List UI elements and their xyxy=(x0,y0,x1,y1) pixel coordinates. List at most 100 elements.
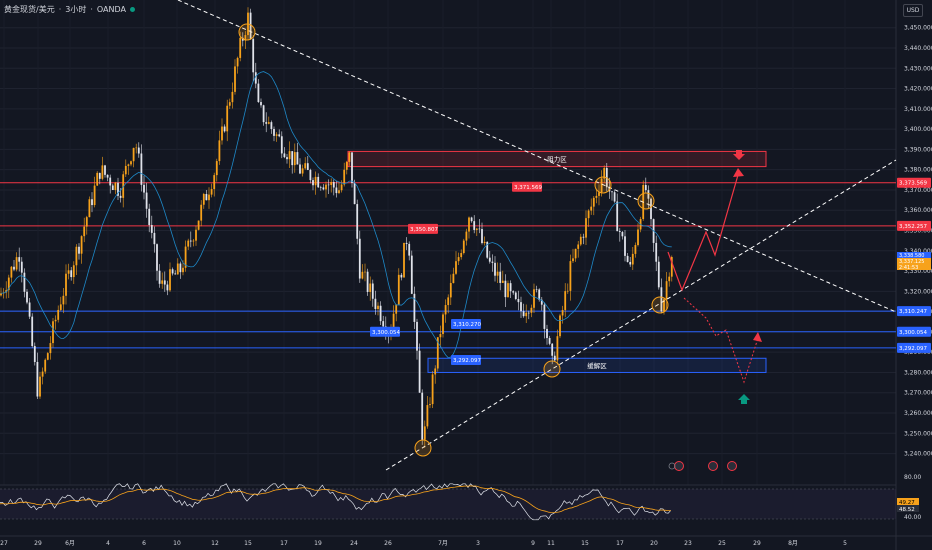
current-price-text: 2:41:53 xyxy=(899,265,918,271)
candle xyxy=(418,343,421,393)
candle-body xyxy=(59,304,62,310)
candle-body xyxy=(507,283,509,298)
candle-body xyxy=(13,266,15,270)
candle xyxy=(559,313,561,339)
candle xyxy=(338,181,340,195)
candle-body xyxy=(657,261,660,288)
candle xyxy=(91,192,93,213)
candle xyxy=(527,310,530,320)
candle-body xyxy=(174,273,177,275)
candle-body xyxy=(486,241,489,258)
y-tick-label: 3,430.000 xyxy=(904,65,932,72)
x-tick-label: 10 xyxy=(173,540,181,547)
candle-body xyxy=(514,292,517,300)
candle xyxy=(457,252,460,266)
candle xyxy=(174,270,177,275)
candle xyxy=(106,174,109,182)
candle xyxy=(93,176,96,208)
candle-body xyxy=(210,189,213,195)
candle-body xyxy=(626,255,629,262)
moving-average-line xyxy=(0,71,672,359)
candle-body xyxy=(278,134,281,137)
candle-body xyxy=(512,291,515,293)
candle-body xyxy=(119,195,122,198)
candle xyxy=(533,283,535,313)
candle-body xyxy=(348,152,351,162)
candle xyxy=(332,179,335,196)
candle-body xyxy=(267,122,270,124)
candle-body xyxy=(564,291,567,311)
x-tick-label: 3 xyxy=(476,540,480,547)
candle-body xyxy=(434,368,437,375)
candle xyxy=(668,272,671,287)
candle xyxy=(621,231,624,240)
candle xyxy=(369,276,372,301)
candle xyxy=(132,147,135,168)
candle xyxy=(59,296,62,312)
candle-body xyxy=(202,193,205,205)
candle-body xyxy=(358,238,361,279)
candle-body xyxy=(145,192,148,209)
candle xyxy=(171,267,174,276)
arrow-up-icon xyxy=(738,394,750,404)
candle xyxy=(28,297,31,320)
source-label: OANDA xyxy=(96,5,126,14)
candle xyxy=(540,297,543,311)
axis-price-label: 3,300.054 xyxy=(899,330,927,336)
candle xyxy=(291,151,294,174)
current-price-tag xyxy=(897,258,931,264)
candle xyxy=(36,352,39,399)
candle-body xyxy=(527,312,530,314)
candle-body xyxy=(332,181,335,188)
candle xyxy=(335,181,338,198)
candle-body xyxy=(36,361,39,397)
candle-body xyxy=(192,240,195,242)
candle-body xyxy=(366,271,369,292)
candle-body xyxy=(150,225,153,233)
candle-body xyxy=(338,190,340,194)
candle xyxy=(530,304,533,318)
candle xyxy=(637,223,639,247)
y-tick-label: 3,370.000 xyxy=(904,187,932,194)
candle xyxy=(595,188,598,204)
candle-body xyxy=(475,228,478,230)
candle xyxy=(85,215,88,235)
x-tick-label: 23 xyxy=(684,540,692,547)
candle xyxy=(135,143,138,154)
candle-body xyxy=(124,165,127,175)
candle-body xyxy=(553,355,556,361)
descending-trendline xyxy=(177,0,897,313)
currency-button[interactable]: USD xyxy=(903,4,923,17)
candle-body xyxy=(101,165,104,179)
candle xyxy=(231,82,234,109)
support-zone xyxy=(427,357,767,373)
candle xyxy=(465,228,468,246)
candle-body xyxy=(473,221,476,230)
candle xyxy=(512,290,515,295)
candle xyxy=(67,263,70,280)
candle xyxy=(488,251,491,264)
candle-body xyxy=(509,283,512,292)
rsi-line xyxy=(0,483,672,521)
candle-body xyxy=(634,245,637,254)
axis-price-tag xyxy=(897,342,931,353)
y-tick-label: 3,340.000 xyxy=(904,248,932,255)
candle xyxy=(306,156,309,171)
ascending-trendline xyxy=(385,159,897,471)
candle xyxy=(317,173,320,189)
candle-body xyxy=(618,231,621,233)
candle xyxy=(644,177,647,193)
y-tick-label: 3,280.000 xyxy=(904,369,932,376)
rsi-band xyxy=(0,489,896,519)
candle-body xyxy=(109,177,112,186)
candle-body xyxy=(249,12,252,40)
price-label-text: 3,300.054 xyxy=(372,330,400,336)
candle-body xyxy=(410,255,413,294)
candle-body xyxy=(93,185,96,206)
candle xyxy=(624,230,626,262)
highlight-circle xyxy=(651,296,669,314)
current-price-tag xyxy=(897,264,931,270)
candle-body xyxy=(374,298,377,309)
candle-body xyxy=(631,253,634,265)
